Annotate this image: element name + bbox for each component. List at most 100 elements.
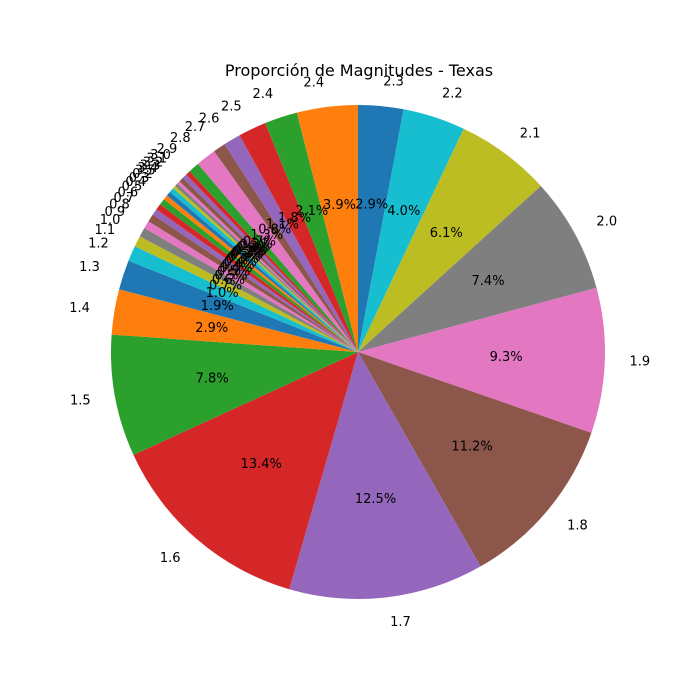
slice-category-label: 2.3 <box>383 74 404 89</box>
slice-percent-label: 0.2% <box>234 243 267 258</box>
pie-slice <box>173 185 358 352</box>
slice-percent-label: 0.3% <box>237 240 270 255</box>
pie-slice <box>296 105 358 352</box>
slice-percent-label: 0.3% <box>239 238 272 253</box>
slice-category-label: 3.2 <box>143 155 164 170</box>
slice-category-label: 0.3 <box>129 171 150 186</box>
slice-percent-label: 12.5% <box>355 492 396 507</box>
slice-category-label: 0.9 <box>105 205 126 220</box>
category-labels: 2.32.22.12.01.91.81.71.61.51.41.31.21.11… <box>69 74 650 629</box>
percentage-labels: 2.9% 4.0%6.1%7.4%9.3%11.2%12.5%13.4%7.8%2… <box>195 197 522 507</box>
slice-category-label: 1.4 <box>69 301 90 316</box>
slice-category-label: 3.5 <box>135 164 156 179</box>
slice-percent-label: 0.7% <box>209 279 242 294</box>
slice-category-label: 1.7 <box>390 615 411 630</box>
slice-category-label: 1.9 <box>630 355 651 370</box>
pie-slice <box>358 109 464 353</box>
pie-slice <box>358 128 541 352</box>
slice-category-label: 0.7 <box>113 191 134 206</box>
slice-category-label: 3.1 <box>146 152 167 167</box>
pie-slice <box>265 112 358 352</box>
pie-slice <box>358 185 597 352</box>
slice-percent-label: 9.3% <box>490 350 523 365</box>
slice-category-label: 1.3 <box>79 260 100 275</box>
pie-slice <box>169 188 358 352</box>
slice-category-label: 2.1 <box>520 127 541 142</box>
pie-slice <box>156 204 358 352</box>
pie-slice <box>182 174 358 352</box>
pie-slice <box>111 334 359 455</box>
slice-percent-label: 13.4% <box>241 457 282 472</box>
pie-slice <box>160 199 358 352</box>
slice-category-label: 2.7 <box>185 120 206 135</box>
slice-category-label: 2.0 <box>596 215 617 230</box>
slice-percent-label: 0.8% <box>258 222 291 237</box>
pie-slice <box>224 135 358 352</box>
slice-percent-label: 2.9% <box>355 197 388 212</box>
slice-category-label: 0.5 <box>122 180 143 195</box>
slice-percent-label: 7.8% <box>196 371 229 386</box>
slice-category-label: 1.6 <box>160 551 181 566</box>
slice-category-label: 0.4 <box>125 175 146 190</box>
slice-percent-label: 0.3% <box>235 242 268 257</box>
slice-percent-label: 0.6% <box>212 273 245 288</box>
slice-category-label: 0.6 <box>118 185 139 200</box>
slice-category-label: 2.5 <box>221 99 242 114</box>
pie-slice <box>358 352 592 567</box>
slice-category-label: 2.4 <box>303 75 324 90</box>
slice-percent-label: 11.2% <box>451 440 492 455</box>
pie-slice <box>179 177 358 352</box>
slice-category-label: 2.6 <box>199 111 220 126</box>
slice-percent-label: 0.7% <box>243 234 276 249</box>
slice-category-label: 0.2 <box>132 167 153 182</box>
pie-slice <box>166 191 358 352</box>
slice-percent-label: 0.2% <box>231 246 264 261</box>
chart-title: Proporción de Magnitudes - Texas <box>225 61 493 80</box>
slice-category-label: 1.5 <box>70 394 91 409</box>
pie-slice <box>197 151 358 352</box>
slice-category-label: 0.8 <box>109 198 130 213</box>
pie-slice <box>163 195 358 352</box>
slice-percent-label: 1.0% <box>206 286 239 301</box>
slice-percent-label: 1.1% <box>266 218 299 233</box>
pie-slice <box>358 105 404 352</box>
slice-percent-label: 0.3% <box>230 248 263 263</box>
pie-slice <box>133 352 358 590</box>
slice-percent-label: 2.9% <box>195 321 228 336</box>
slice-percent-label: 7.4% <box>472 274 505 289</box>
pie-slice <box>177 181 358 352</box>
pie-slice <box>186 171 358 352</box>
slice-category-label: 3.3 <box>140 159 161 174</box>
pie-slice <box>128 246 358 352</box>
slice-percent-label: 2.1% <box>295 204 328 219</box>
slice-percent-label: 3.9% <box>323 198 356 213</box>
pie-slice <box>214 144 358 352</box>
slice-percent-label: 0.4% <box>222 258 255 273</box>
slice-category-label: 3.4 <box>137 161 158 176</box>
slice-percent-label: 0.5% <box>217 265 250 280</box>
slice-category-label: 3.0 <box>150 148 171 163</box>
slice-category-label: 1.0 <box>100 213 121 228</box>
slice-category-label: 1.1 <box>94 223 115 238</box>
slice-percent-label: 6.1% <box>430 226 463 241</box>
pie-slice <box>144 221 358 352</box>
pie-slice <box>152 209 358 352</box>
slice-percent-label: 0.3% <box>228 250 261 265</box>
pie-slices <box>111 105 606 599</box>
pie-slice <box>239 123 358 352</box>
slice-percent-label: 0.2% <box>232 245 265 260</box>
pie-slice <box>139 228 358 352</box>
pie-slice <box>134 236 358 352</box>
slice-category-label: 2.2 <box>442 87 463 102</box>
slice-category-label: 2.9 <box>157 142 178 157</box>
pie-slice <box>119 260 358 352</box>
pie-slice <box>289 352 481 599</box>
slice-percent-label: 0.4% <box>219 261 252 276</box>
slice-percent-label: 0.5% <box>215 269 248 284</box>
pie-slice <box>111 289 358 352</box>
slice-category-label: 1.8 <box>567 518 588 533</box>
slice-percent-label: 1.9% <box>201 299 234 314</box>
slice-percent-label: 0.3% <box>226 252 259 267</box>
slice-category-label: 2.4 <box>253 87 274 102</box>
